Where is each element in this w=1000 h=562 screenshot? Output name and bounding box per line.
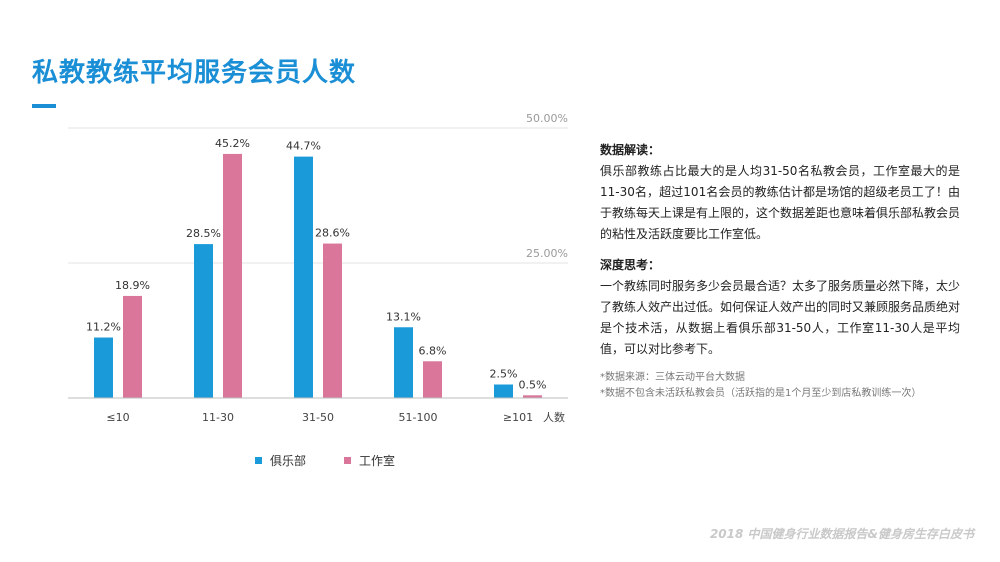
legend-label-club: 俱乐部 — [270, 454, 307, 468]
legend-label-studio: 工作室 — [359, 454, 396, 468]
x-tick-label: 51-100 — [399, 411, 438, 424]
data-scope-note: *数据不包含未活跃私教会员（活跃指的是1个月至少到店私教训练一次） — [600, 388, 922, 399]
x-tick-label: ≥101 — [503, 411, 533, 424]
data-label-club: 11.2% — [86, 321, 121, 334]
x-tick-label: 11-30 — [202, 411, 234, 424]
legend-item-club: 俱乐部 — [255, 452, 306, 469]
chart-legend: 俱乐部 工作室 — [255, 452, 395, 469]
bar-club — [194, 244, 213, 398]
data-label-studio: 6.8% — [419, 344, 447, 357]
bar-studio — [123, 295, 142, 398]
data-label-club: 44.7% — [286, 140, 321, 153]
bar-studio — [223, 153, 242, 398]
analysis-heading: 数据解读： — [600, 143, 661, 157]
y-tick-label: 25.00% — [526, 247, 568, 260]
bar-club — [94, 337, 113, 398]
page-title: 私教教练平均服务会员人数 — [32, 58, 357, 88]
x-axis-label: 人数 — [543, 411, 565, 424]
analysis-panel: 数据解读： 俱乐部教练占比最大的是人均31-50名私教会员，工作室最大的是11-… — [600, 140, 960, 402]
data-label-studio: 18.9% — [115, 279, 150, 292]
bar-chart: 25.00% 50.00% 11.2% 18.9% ≤10 28.5% 45.2% 11-30… — [68, 112, 568, 424]
deep-thinking-text: 一个教练同时服务多少会员最合适？太多了服务质量必然下降，太少了教练人效产出过低。… — [600, 279, 961, 356]
data-label-studio: 28.6% — [315, 227, 350, 240]
bar-club — [494, 384, 513, 398]
data-label-studio: 45.2% — [215, 137, 250, 150]
y-tick-label: 50.00% — [526, 112, 568, 125]
data-label-club: 13.1% — [386, 310, 421, 323]
x-tick-label: ≤10 — [106, 411, 129, 424]
bar-studio — [323, 243, 342, 398]
analysis-text: 俱乐部教练占比最大的是人均31-50名私教会员，工作室最大的是11-30名，超过… — [600, 164, 961, 241]
deep-thinking-heading: 深度思考： — [600, 258, 661, 272]
bar-studio — [523, 395, 542, 398]
notes: *数据来源：三体云动平台大数据 *数据不包含未活跃私教会员（活跃指的是1个月至少… — [600, 370, 960, 402]
data-source-note: *数据来源：三体云动平台大数据 — [600, 372, 745, 383]
bar-studio — [423, 361, 442, 398]
legend-item-studio: 工作室 — [344, 452, 395, 469]
data-label-club: 2.5% — [490, 368, 518, 381]
footer-text: 2018 中国健身行业数据报告&健身房生存白皮书 — [709, 527, 974, 541]
bar-club — [294, 156, 313, 398]
legend-swatch-studio — [344, 457, 352, 464]
legend-swatch-club — [255, 457, 262, 464]
bar-club — [394, 327, 413, 398]
data-label-studio: 0.5% — [519, 378, 547, 391]
data-label-club: 28.5% — [186, 227, 221, 240]
title-underline — [32, 104, 56, 108]
x-tick-label: 31-50 — [302, 411, 334, 424]
